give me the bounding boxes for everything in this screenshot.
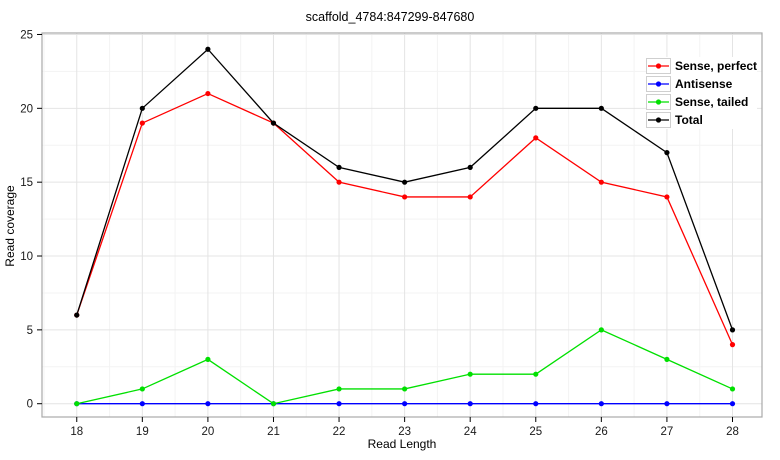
legend-label: Total [675,113,703,127]
data-point [402,194,408,200]
data-point [533,371,539,377]
y-tick-label: 0 [27,399,33,411]
x-axis-title: Read Length [367,437,437,451]
data-point [467,194,473,200]
legend-key-swatch [646,93,671,110]
x-tick-label: 21 [267,426,280,438]
legend-label: Sense, tailed [675,95,749,109]
legend-key-line [648,80,669,87]
data-point [729,327,736,333]
data-point [139,401,145,407]
data-point [729,401,736,407]
x-tick-label: 18 [70,426,83,438]
data-point [598,179,604,185]
data-point [336,386,342,392]
data-point [467,401,473,407]
data-point [139,120,145,126]
data-point [139,105,145,111]
y-tick-label: 25 [20,29,33,41]
data-point [270,401,277,407]
y-tick-label: 15 [20,177,33,189]
data-point [467,371,473,377]
legend: Sense, perfect Antisense Sense, tailed Tota… [646,57,758,129]
data-point [205,46,211,52]
data-point [139,386,145,392]
y-tick-label: 20 [20,103,33,115]
data-point [729,342,736,348]
data-point [205,90,211,97]
legend-key-swatch [646,57,671,74]
x-tick-label: 24 [464,426,477,438]
x-tick-label: 20 [202,426,215,438]
x-tick-label: 26 [595,426,608,438]
legend-key-line [648,116,669,123]
x-tick-label: 19 [136,426,149,438]
x-tick-label: 28 [726,426,739,438]
legend-key-line [648,62,669,69]
data-point [336,164,342,170]
data-point [270,120,277,126]
y-tick-label: 10 [20,251,33,263]
data-point [533,401,539,407]
data-point [74,401,80,407]
data-point [533,135,539,141]
legend-row-sense-perfect: Sense, perfect [646,57,757,75]
x-tick-label: 25 [529,426,542,438]
legend-row-antisense: Antisense [646,75,757,93]
legend-key-swatch [646,111,671,128]
data-point [664,401,670,407]
data-point [598,401,604,407]
legend-key-swatch [646,75,671,92]
data-point [533,105,539,111]
data-point [598,327,604,333]
data-point [598,105,604,111]
data-point [205,356,211,362]
data-point [664,194,670,200]
legend-row-total: Total [646,111,757,129]
legend-key-line [648,98,669,105]
data-point [336,179,342,185]
y-tick-label: 5 [27,325,33,337]
data-point [402,179,408,185]
data-point [467,164,473,170]
data-point [664,356,670,362]
data-point [729,386,736,392]
data-point [664,150,670,156]
legend-row-sense-tailed: Sense, tailed [646,93,757,111]
data-point [205,401,211,407]
data-point [74,312,80,318]
data-point [402,386,408,392]
y-axis-title: Read coverage [3,185,17,267]
legend-label: Sense, perfect [675,59,758,73]
chart-title: scaffold_4784:847299-847680 [305,10,475,24]
x-tick-label: 22 [333,426,346,438]
legend-label: Antisense [675,77,733,91]
x-tick-label: 27 [661,426,674,438]
panel-border [41,32,763,418]
data-point [402,401,408,407]
x-tick-label: 23 [398,426,411,438]
data-point [336,401,342,407]
